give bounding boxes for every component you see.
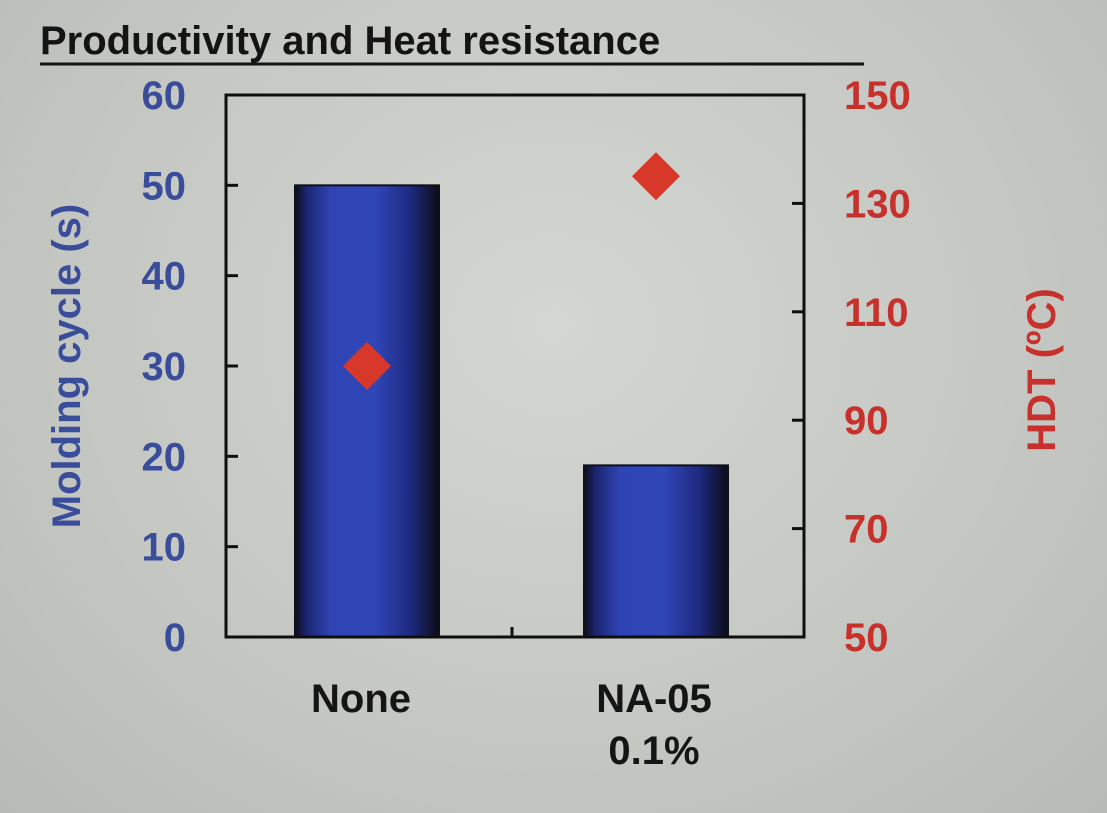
category-label-1-1: 0.1%: [608, 729, 699, 773]
left-tick-label-1: 10: [142, 526, 187, 570]
left-tick-label-2: 20: [142, 435, 187, 479]
bar-0: [294, 184, 440, 638]
category-label-1-0: NA-05: [596, 677, 712, 721]
right-tick-label-5: 150: [844, 74, 911, 118]
bar-1: [583, 464, 729, 638]
hdt-marker-1: [632, 152, 680, 201]
right-tick-label-2: 90: [844, 399, 889, 443]
right-tick-label-4: 130: [844, 182, 911, 226]
y-axis-title-right: HDT (ºC): [1020, 288, 1064, 451]
left-tick-label-4: 40: [142, 255, 187, 299]
left-tick-label-6: 60: [142, 74, 187, 118]
right-tick-label-1: 70: [844, 508, 889, 552]
left-tick-label-0: 0: [164, 616, 186, 660]
y-axis-title-left: Molding cycle (s): [45, 204, 89, 529]
category-label-0-0: None: [311, 677, 411, 721]
hdt-marker-0: [343, 342, 391, 390]
left-tick-label-5: 50: [142, 164, 187, 208]
right-tick-label-0: 50: [844, 616, 889, 660]
right-tick-label-3: 110: [844, 291, 909, 335]
left-tick-label-3: 30: [142, 345, 187, 389]
chart-title: Productivity and Heat resistance: [40, 19, 660, 63]
